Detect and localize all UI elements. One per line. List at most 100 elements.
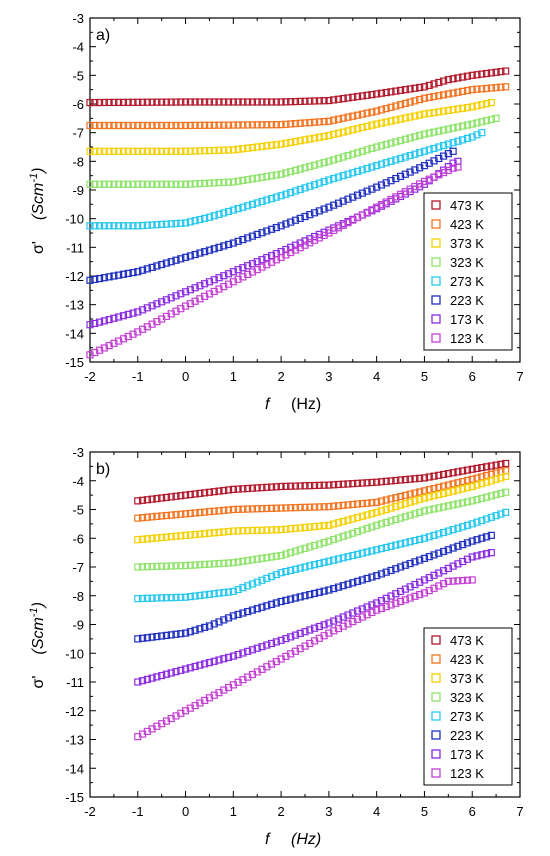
data-point (263, 526, 271, 534)
data-point (325, 117, 333, 125)
data-point (325, 521, 333, 529)
series-473-k (86, 67, 510, 107)
data-point (392, 174, 400, 183)
legend-marker (431, 219, 441, 229)
data-point (229, 485, 237, 493)
data-point (387, 477, 395, 485)
data-point (205, 529, 214, 537)
data-point (282, 169, 290, 177)
data-point (444, 481, 452, 489)
data-point (172, 147, 180, 155)
data-point (177, 219, 185, 227)
data-point (497, 460, 505, 468)
data-point (296, 593, 304, 601)
data-point (224, 559, 233, 567)
data-point (339, 480, 347, 488)
y-tick-label: -5 (72, 68, 84, 83)
legend-marker (431, 238, 441, 248)
data-point (191, 561, 199, 569)
data-point (416, 578, 424, 586)
data-point (463, 86, 472, 95)
data-point (339, 94, 347, 103)
data-point (306, 523, 314, 531)
data-point (368, 499, 376, 507)
data-point (134, 121, 142, 130)
data-point (124, 121, 132, 130)
data-point (172, 511, 180, 519)
data-point (392, 599, 400, 607)
data-point (134, 678, 142, 686)
data-point (196, 591, 204, 600)
data-point (502, 459, 510, 468)
data-point (492, 461, 500, 469)
data-point (444, 125, 452, 133)
data-point (315, 559, 323, 568)
data-point (478, 473, 486, 481)
data-point (224, 146, 233, 154)
data-point (253, 174, 261, 182)
data-point (282, 220, 290, 228)
y-axis-symbol: σ' (30, 676, 47, 689)
data-point (482, 69, 491, 78)
data-point (210, 179, 218, 187)
data-point (344, 152, 352, 160)
data-point (353, 125, 362, 133)
data-point (177, 666, 185, 674)
data-point (363, 499, 371, 507)
data-point (253, 555, 261, 563)
data-point (239, 264, 247, 272)
data-point (95, 346, 104, 354)
data-point (449, 106, 457, 114)
y-tick-label: -5 (72, 503, 84, 518)
data-point (401, 86, 409, 94)
data-point (196, 147, 204, 155)
data-point (430, 128, 438, 136)
data-point (373, 599, 381, 607)
data-point (416, 535, 424, 544)
data-point (263, 483, 271, 491)
data-point (430, 108, 438, 117)
data-point (234, 485, 242, 493)
data-point (224, 506, 233, 514)
data-point (420, 147, 429, 155)
data-point (416, 83, 424, 92)
data-point (215, 210, 223, 218)
data-point (263, 554, 271, 562)
data-point (497, 83, 505, 91)
data-point (459, 87, 467, 95)
data-point (143, 535, 151, 543)
data-point (177, 630, 185, 638)
data-point (129, 98, 137, 106)
data-point (330, 156, 338, 164)
data-point (406, 113, 414, 121)
data-point (330, 627, 338, 635)
data-point (267, 639, 276, 648)
data-point (310, 97, 319, 105)
data-point (201, 530, 209, 538)
data-point (95, 274, 104, 283)
data-point (334, 615, 343, 623)
data-point (315, 503, 323, 511)
data-point (258, 256, 266, 264)
data-point (358, 605, 366, 613)
data-point (315, 481, 323, 489)
data-point (129, 180, 137, 188)
data-point (449, 469, 457, 477)
data-point (215, 487, 223, 495)
data-point (435, 549, 443, 557)
data-point (315, 207, 323, 215)
data-point (310, 541, 319, 550)
data-point (353, 528, 362, 536)
data-point (186, 98, 194, 106)
data-point (201, 214, 209, 222)
data-point (301, 503, 309, 511)
data-point (282, 504, 290, 512)
data-point (267, 483, 276, 491)
data-point (287, 188, 295, 197)
data-point (401, 153, 409, 161)
data-point (258, 526, 266, 534)
data-point (291, 166, 300, 174)
data-point (439, 91, 448, 99)
data-point (158, 562, 166, 570)
data-point (287, 168, 295, 176)
